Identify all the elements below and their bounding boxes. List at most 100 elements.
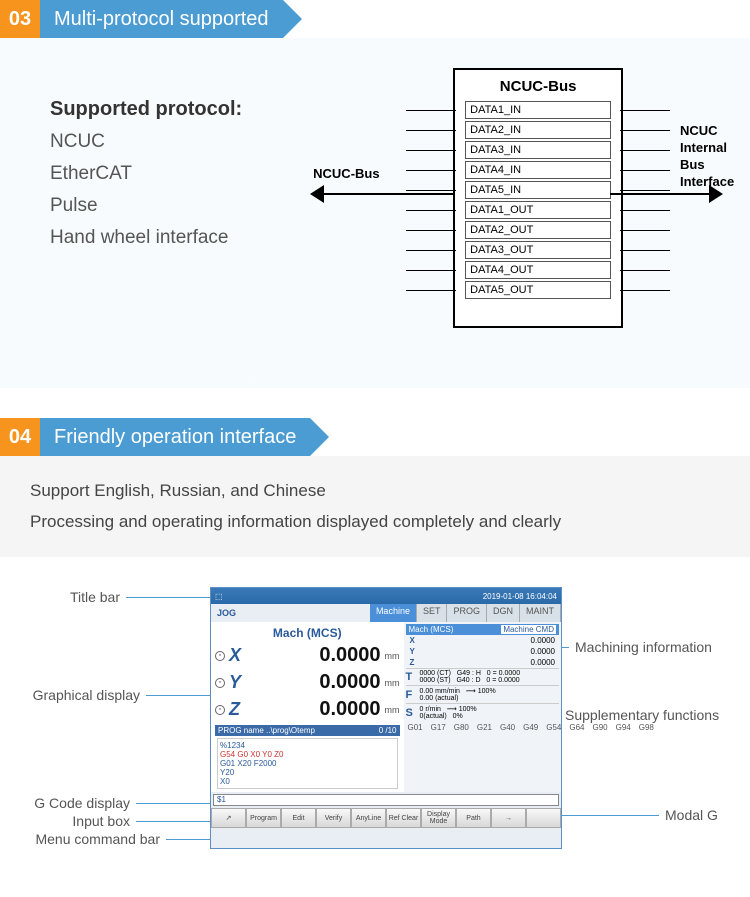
right-panel-header: Mach (MCS) Machine CMD <box>406 624 560 635</box>
modal-g-code: G01 <box>408 723 423 732</box>
menu-button[interactable]: ↗ <box>211 808 246 828</box>
section-04-desc: Support English, Russian, and Chinese Pr… <box>0 456 750 557</box>
arrow-right-label: NCUC Internal Bus Interface <box>680 123 750 191</box>
data-row: DATA2_OUT <box>465 221 611 239</box>
menu-button[interactable]: Edit <box>281 808 316 828</box>
modal-g-code: G64 <box>569 723 584 732</box>
right-header-left: Mach (MCS) <box>409 625 454 634</box>
bus-box-title: NCUC-Bus <box>455 70 621 99</box>
modal-g: G01G17G80G21G40G49G54G64G90G94G98 <box>406 721 560 734</box>
axis-row: ◦ Y0.0000 mm <box>215 671 400 694</box>
axes-title: Mach (MCS) <box>215 626 400 640</box>
arrow-right <box>610 193 720 195</box>
axis-bullet-icon: ◦ <box>215 705 225 715</box>
section-04-header: 04 Friendly operation interface <box>0 418 750 456</box>
protocol-list: Supported protocol: NCUC EtherCAT Pulse Han… <box>50 58 273 338</box>
data-row: DATA1_OUT <box>465 201 611 219</box>
logo: ⬚ <box>215 592 223 601</box>
arrow-left <box>313 193 453 195</box>
gcode-line: Y20 <box>220 768 395 777</box>
title-bar: ⬚ 2019-01-08 16:04:04 <box>211 588 561 604</box>
axis-name: Z <box>229 699 253 720</box>
data-row: DATA2_IN <box>465 121 611 139</box>
tfs-row: F0.00 mm/min ⟿ 100%0.00 (actual) <box>406 685 560 703</box>
callout-left: G Code display <box>10 795 130 811</box>
callout-left: Input box <box>10 813 130 829</box>
tab-dgn[interactable]: DGN <box>487 604 520 622</box>
modal-g-code: G40 <box>500 723 515 732</box>
axis-unit: mm <box>385 678 400 688</box>
menu-button[interactable]: Path <box>456 808 491 828</box>
modal-g-code: G17 <box>431 723 446 732</box>
callout-right: Supplementary functions <box>565 707 745 723</box>
axes-panel: Mach (MCS) ◦X0.0000mm◦Y0.0000mm◦Z0.0000m… <box>211 622 404 792</box>
callout-right: Modal G <box>665 807 745 823</box>
tab-machine[interactable]: Machine <box>370 604 417 622</box>
data-row: DATA3_IN <box>465 141 611 159</box>
tfs-row: S0 r/min ⟿ 100%0(actual) 0% <box>406 703 560 721</box>
tfs-row: T0000 (CT) G49 : H 0 = 0.00000000 (ST) G… <box>406 668 560 685</box>
protocol-item: Hand wheel interface <box>50 227 273 249</box>
gcode-header: PROG name ..\prog\Otemp 0 /10 <box>215 725 400 736</box>
cnc-screen: ⬚ 2019-01-08 16:04:04 JOG MachineSETPROG… <box>210 587 562 849</box>
menu-button[interactable]: Ref Clear <box>386 808 421 828</box>
gcode-header-left: PROG name ..\prog\Otemp <box>218 726 315 735</box>
titlebar-date: 2019-01-08 16:04:04 <box>483 592 557 601</box>
axis-unit: mm <box>385 705 400 715</box>
callout-left: Title bar <box>10 589 120 605</box>
data-row: DATA4_IN <box>465 161 611 179</box>
protocol-item: Pulse <box>50 195 273 217</box>
tab-bar: MachineSETPROGDGNMAINT <box>370 604 561 622</box>
gcode-line: G54 G0 X0 Y0 Z0 <box>220 750 395 759</box>
gcode-panel: %1234G54 G0 X0 Y0 Z0G01 X20 F2000Y20X0 <box>217 738 398 789</box>
axis-bullet-icon: ◦ <box>215 651 225 661</box>
menu-button[interactable]: → <box>491 808 526 828</box>
axis-bullet-icon: ◦ <box>215 678 225 688</box>
right-axis-row: Y0.0000 <box>406 646 560 657</box>
menu-button[interactable] <box>526 808 561 828</box>
right-axis-row: X0.0000 <box>406 635 560 646</box>
axis-unit: mm <box>385 651 400 661</box>
data-row: DATA5_IN <box>465 181 611 199</box>
axis-name: Y <box>229 672 253 693</box>
modal-g-code: G21 <box>477 723 492 732</box>
gcode-line: X0 <box>220 777 395 786</box>
interface-diagram: Title bar Graphical display G Code display… <box>0 557 750 897</box>
menu-button[interactable]: Verify <box>316 808 351 828</box>
bus-diagram: NCUC-Bus DATA1_IN DATA2_IN DATA3_IN DATA4_I… <box>293 58 720 338</box>
desc-line: Support English, Russian, and Chinese <box>30 476 720 507</box>
data-row: DATA1_IN <box>465 101 611 119</box>
menu-button[interactable]: AnyLine <box>351 808 386 828</box>
axis-value: 0.0000 <box>253 698 381 721</box>
gcode-line: G01 X20 F2000 <box>220 759 395 768</box>
tab-set[interactable]: SET <box>417 604 448 622</box>
menu-button[interactable]: Display Mode <box>421 808 456 828</box>
protocol-header: Supported protocol: <box>50 98 273 121</box>
right-axis-row: Z0.0000 <box>406 657 560 668</box>
modal-g-code: G94 <box>616 723 631 732</box>
section-number: 04 <box>0 418 40 456</box>
jog-label: JOG <box>211 606 242 620</box>
section-03-header: 03 Multi-protocol supported <box>0 0 750 38</box>
desc-line: Processing and operating information dis… <box>30 507 720 538</box>
data-row: DATA5_OUT <box>465 281 611 299</box>
section-title: Multi-protocol supported <box>40 0 283 38</box>
callout-right: Machining information <box>575 639 745 655</box>
axis-row: ◦X0.0000mm <box>215 644 400 667</box>
axis-row: ◦ Z0.0000 mm <box>215 698 400 721</box>
callout-left: Graphical display <box>10 687 140 703</box>
modal-g-code: G54 <box>546 723 561 732</box>
axis-value: 0.0000 <box>253 671 381 694</box>
menu-button[interactable]: Program <box>246 808 281 828</box>
modal-g-code: G98 <box>639 723 654 732</box>
gcode-line: %1234 <box>220 741 395 750</box>
axis-name: X <box>229 645 253 666</box>
tab-prog[interactable]: PROG <box>447 604 487 622</box>
input-box[interactable]: $1 <box>213 794 559 806</box>
tab-maint[interactable]: MAINT <box>520 604 561 622</box>
right-header-right: Machine CMD <box>501 625 556 634</box>
section-03-body: Supported protocol: NCUC EtherCAT Pulse Han… <box>0 38 750 388</box>
modal-g-code: G90 <box>593 723 608 732</box>
protocol-item: EtherCAT <box>50 163 273 185</box>
protocol-item: NCUC <box>50 131 273 153</box>
